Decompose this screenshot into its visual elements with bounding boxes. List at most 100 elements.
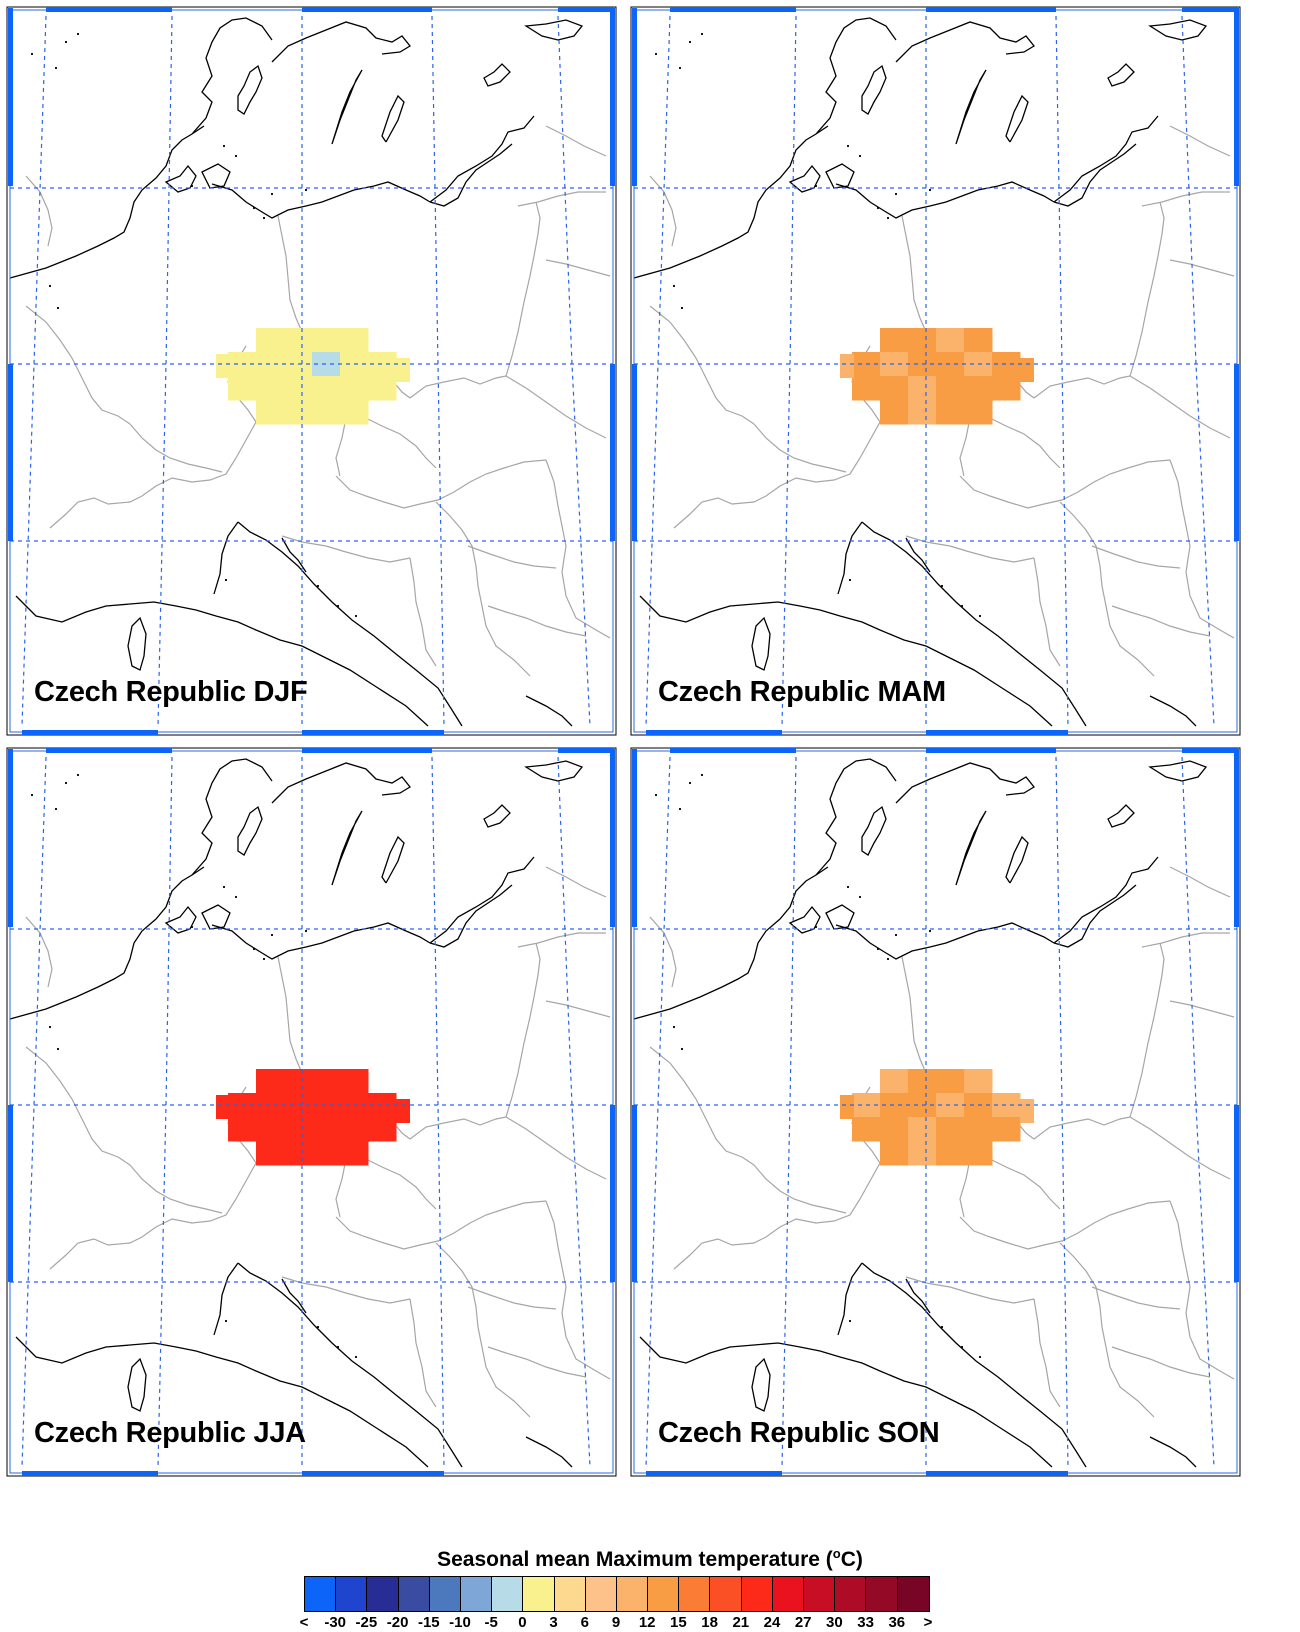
- coastline: [1005, 835, 1029, 884]
- island-dot: [894, 933, 898, 937]
- legend-color-swatch: [460, 1577, 493, 1611]
- frame-segment: [1182, 748, 1238, 753]
- coastline: [213, 1262, 239, 1336]
- coastline: [1148, 760, 1208, 782]
- country-border: [277, 956, 303, 1074]
- country-border: [409, 557, 437, 667]
- legend-color-swatch: [585, 1577, 617, 1611]
- island-dot: [262, 216, 266, 220]
- frame-segment: [670, 7, 796, 12]
- island-dot: [234, 154, 238, 158]
- frame-segment: [1234, 1105, 1239, 1282]
- country-border: [1129, 1116, 1231, 1180]
- coastline: [861, 805, 887, 856]
- country-border: [959, 1200, 1171, 1250]
- coastline: [1053, 143, 1137, 207]
- map-canvas: [630, 747, 1241, 1477]
- island-dot: [354, 614, 358, 618]
- data-cell: [284, 328, 313, 353]
- coastline: [281, 537, 307, 573]
- data-cell: [964, 1117, 993, 1142]
- island-dot: [700, 773, 704, 777]
- coastline: [211, 181, 431, 219]
- island-dot: [190, 184, 194, 188]
- data-cell: [312, 1117, 341, 1142]
- country-border: [649, 916, 677, 988]
- coastlines: [633, 758, 1208, 1468]
- coastline: [524, 19, 584, 41]
- country-border: [335, 1158, 347, 1218]
- data-cell: [256, 376, 285, 401]
- country-border: [905, 1276, 1035, 1304]
- frame-segment: [558, 748, 614, 753]
- coastline: [524, 760, 584, 782]
- coastlines: [9, 758, 584, 1468]
- island-dot: [304, 929, 308, 933]
- data-cell: [840, 354, 854, 378]
- island-dot: [48, 1025, 52, 1029]
- island-dot: [814, 925, 818, 929]
- coastline: [201, 904, 231, 930]
- data-cell: [340, 376, 369, 401]
- country-border: [1111, 1346, 1211, 1378]
- island-dot: [252, 947, 256, 951]
- legend-tick-label: 6: [580, 1614, 589, 1631]
- frame-segment: [302, 730, 444, 735]
- legend-tick-label: -25: [355, 1614, 378, 1631]
- legend-tick-label: 18: [701, 1614, 718, 1631]
- island-dot: [688, 781, 692, 785]
- country-border: [1091, 1286, 1181, 1310]
- frame-segment: [926, 730, 1068, 735]
- coastline: [751, 1357, 771, 1412]
- data-cell: [340, 1141, 369, 1166]
- data-cell: [964, 376, 993, 401]
- coastline: [381, 835, 405, 884]
- legend-color-swatch: [398, 1577, 430, 1611]
- data-cell: [908, 1069, 937, 1094]
- data-cell: [936, 328, 965, 353]
- island-dot: [876, 947, 880, 951]
- island-dot: [876, 206, 880, 210]
- coastline: [1053, 115, 1159, 203]
- data-cell: [964, 1141, 993, 1166]
- data-cell: [880, 400, 909, 425]
- data-cell: [964, 1069, 993, 1094]
- data-cell: [908, 376, 937, 401]
- frame-segment: [558, 7, 614, 12]
- coastline: [331, 69, 363, 145]
- country-border: [1169, 1000, 1235, 1018]
- legend-color-swatch: [835, 1577, 867, 1611]
- island-dot: [54, 66, 58, 70]
- coastline: [815, 17, 897, 135]
- data-cell: [284, 1141, 313, 1166]
- legend-tick-label: 36: [888, 1614, 906, 1631]
- panel-title: Czech Republic DJF: [34, 676, 308, 708]
- coastline: [815, 758, 897, 876]
- country-border: [335, 1200, 547, 1250]
- legend-tick-label: 30: [826, 1614, 843, 1631]
- data-cell: [936, 376, 965, 401]
- island-dot: [336, 1345, 340, 1349]
- map-panel-jja: Czech Republic JJA: [6, 747, 617, 1477]
- coastline: [201, 163, 231, 189]
- coastline: [15, 1336, 429, 1468]
- legend-tick-label: 24: [763, 1614, 781, 1631]
- coastline: [1005, 94, 1029, 143]
- coastline: [213, 521, 239, 595]
- frame-segment: [610, 8, 615, 186]
- island-dot: [678, 807, 682, 811]
- frame-segment: [926, 7, 1056, 12]
- island-dot: [848, 1319, 852, 1323]
- country-border: [1169, 1200, 1235, 1380]
- country-border: [505, 1116, 607, 1180]
- island-dot: [960, 1345, 964, 1349]
- island-dot: [222, 144, 226, 148]
- island-dot: [316, 1325, 320, 1329]
- map-canvas: [6, 6, 617, 736]
- country-border: [505, 375, 607, 439]
- country-borders: [25, 125, 611, 677]
- coastline: [905, 1278, 931, 1314]
- country-border: [1129, 375, 1231, 439]
- legend-tick-label: <: [299, 1614, 309, 1631]
- island-dot: [858, 895, 862, 899]
